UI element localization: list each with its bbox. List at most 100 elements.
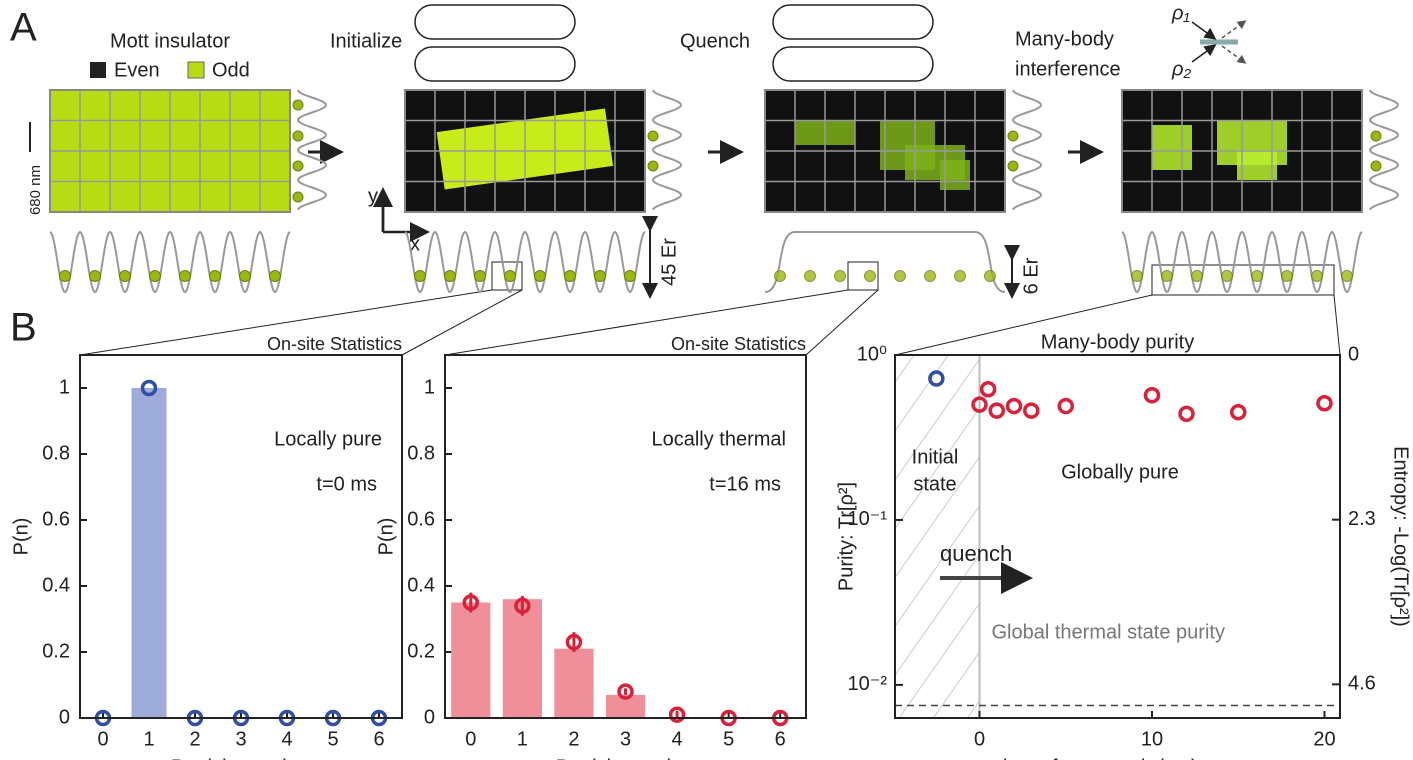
x-tick-label: 0: [97, 728, 108, 750]
x-tick-label: 4: [672, 728, 683, 750]
atom-cloud: [1152, 125, 1192, 170]
beam: [1191, 21, 1217, 40]
marker: [462, 594, 480, 611]
y2-axis-label: Entropy: -Log(Tr[ρ²]): [1390, 446, 1412, 627]
x-axis-label: Particle number: [555, 756, 695, 760]
x-tick-label: 10: [1141, 728, 1163, 750]
marker: [1316, 394, 1333, 412]
legend-swatch: [187, 61, 205, 79]
atom: [444, 270, 456, 282]
atom: [594, 270, 606, 282]
marker: [1178, 405, 1195, 423]
atom: [984, 270, 996, 282]
x-tick-label: 0: [974, 728, 985, 750]
axis-name: x: [410, 233, 420, 255]
atom: [804, 270, 816, 282]
depth-label: 6 Er: [1020, 257, 1042, 294]
atom: [647, 130, 659, 142]
atom: [564, 270, 576, 282]
bar: [502, 599, 542, 718]
marker: [971, 396, 988, 413]
atom: [924, 270, 936, 282]
atom: [774, 270, 786, 282]
atom: [1341, 270, 1353, 282]
atom: [1311, 270, 1323, 282]
marker: [1023, 402, 1040, 419]
atom: [474, 270, 486, 282]
image-frame: [49, 89, 291, 213]
y-tick-label: 10⁻¹: [848, 508, 888, 530]
atom: [89, 270, 101, 282]
atom: [59, 270, 71, 282]
atom: [149, 270, 161, 282]
lattice-x: [49, 230, 291, 294]
zoom-lines: [79, 261, 1341, 356]
beam: [1221, 20, 1247, 39]
marker: [1005, 397, 1023, 415]
x-tick-label: 0: [465, 728, 476, 750]
y-tick-label: 1: [59, 376, 70, 398]
lattice-y: [1011, 89, 1043, 211]
lattice-y: [651, 89, 683, 211]
marker: [668, 706, 686, 723]
atom: [624, 270, 636, 282]
y-axis-label: P(n): [10, 518, 32, 556]
tube: [772, 46, 934, 82]
annotation: Global thermal state purity: [992, 621, 1225, 643]
y-tick-label: 0.8: [42, 442, 70, 464]
atom: [1251, 270, 1263, 282]
legend-swatch: [90, 62, 106, 78]
annotation: Locally pure: [274, 428, 382, 450]
lattice-x: [404, 230, 646, 294]
marker: [988, 402, 1006, 419]
atom: [292, 160, 304, 172]
x-tick-label: 1: [517, 728, 528, 750]
atom: [292, 191, 304, 203]
x-tick-label: 1: [143, 728, 154, 750]
marker: [1229, 403, 1247, 421]
x-tick-label: 6: [775, 728, 786, 750]
atom: [1191, 270, 1203, 282]
bar: [131, 388, 167, 718]
atom: [269, 270, 281, 282]
y-tick-label: 0.8: [407, 442, 435, 464]
tube: [772, 4, 934, 40]
atom-cloud: [1237, 150, 1277, 180]
bar: [451, 602, 491, 718]
legend-label: Odd: [212, 59, 250, 81]
annotation: t=0 ms: [316, 473, 377, 495]
atom: [954, 270, 966, 282]
annotation: Locally thermal: [651, 428, 786, 450]
x-tick-label: 5: [723, 728, 734, 750]
atom: [239, 270, 251, 282]
bar: [554, 648, 594, 718]
atom: [292, 130, 304, 142]
lattice-x: [764, 231, 1006, 293]
plot-frame: [444, 354, 807, 719]
x-axis-label: Particle number: [171, 756, 311, 760]
stage-title: interference: [1015, 58, 1121, 80]
legend-label: Even: [114, 59, 160, 81]
bar: [605, 694, 646, 718]
atom: [292, 99, 304, 111]
annotation: Initial: [912, 446, 959, 468]
x-tick-label: 5: [327, 728, 338, 750]
axis-name: y: [368, 185, 378, 207]
chart-title: On-site Statistics: [671, 334, 806, 354]
x-tick-label: 6: [373, 728, 384, 750]
stage-title: Many-body: [1015, 28, 1114, 50]
y-axis-label: Purity: Tr[ρ²]: [835, 482, 857, 591]
atom: [647, 160, 659, 172]
marker: [565, 633, 583, 651]
y-tick-label: 10⁻²: [848, 673, 888, 695]
stage-title: Initialize: [330, 30, 402, 52]
annotation: quench: [940, 541, 1012, 566]
y-tick-label: 0.6: [407, 508, 435, 530]
beam-label: ρ₁: [1171, 2, 1190, 24]
atom: [1007, 130, 1019, 142]
atom: [119, 270, 131, 282]
annotation: state: [913, 473, 956, 495]
atom: [504, 270, 516, 282]
x-tick-label: 2: [189, 728, 200, 750]
scale-label: 680 nm: [27, 165, 44, 215]
